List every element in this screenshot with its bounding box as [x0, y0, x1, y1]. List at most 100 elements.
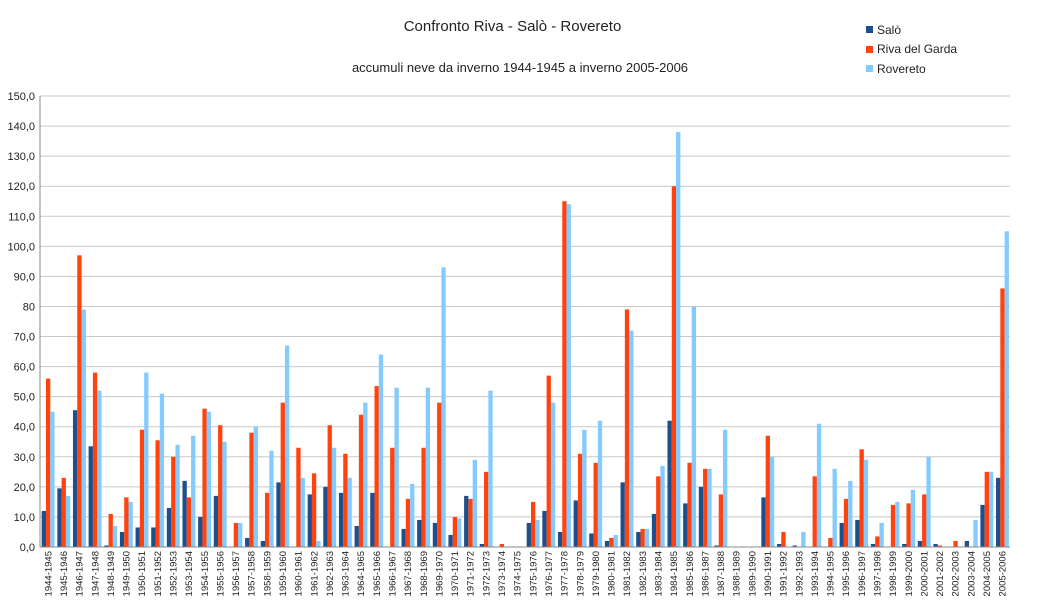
bar-riva: [186, 497, 192, 547]
legend-item-salo: Salò: [866, 20, 957, 40]
bar-salo: [714, 545, 719, 547]
x-tick-label: 1978-1979: [575, 551, 586, 596]
x-tick-label: 1997-1998: [873, 551, 884, 596]
bar-riva: [875, 536, 880, 547]
bar-riva: [484, 471, 489, 547]
x-tick-label: 1960-1961: [294, 551, 305, 596]
bar-salo: [980, 504, 985, 547]
bar-riva: [374, 386, 379, 547]
x-tick-label: 1968-1969: [419, 551, 430, 596]
bar-riva: [671, 186, 677, 547]
bar-salo: [636, 531, 641, 547]
bar-riva: [953, 540, 958, 547]
x-tick-label: 1984-1985: [669, 551, 680, 596]
x-tick-label: 1964-1965: [356, 551, 367, 596]
bar-riva: [562, 201, 567, 547]
x-tick-label: 1989-1990: [747, 551, 758, 596]
x-tick-label: 1982-1983: [638, 551, 649, 596]
x-tick-label: 1953-1954: [184, 551, 195, 596]
bar-salo: [72, 410, 78, 547]
x-tick-label: 1970-1971: [450, 551, 461, 596]
bar-salo: [88, 446, 93, 547]
bar-riva: [124, 497, 129, 547]
bar-rovereto: [973, 519, 978, 547]
bar-riva: [77, 255, 82, 547]
bar-rovereto: [394, 387, 399, 547]
y-tick-label: 60,0: [14, 362, 35, 374]
bar-salo: [683, 503, 688, 547]
x-tick-label: 2000-2001: [919, 551, 930, 596]
bar-salo: [589, 533, 594, 547]
bar-riva: [906, 503, 911, 547]
bar-riva: [609, 537, 614, 547]
bar-salo: [260, 540, 266, 547]
bar-salo: [776, 543, 782, 547]
bar-riva: [421, 447, 426, 547]
bar-riva: [249, 432, 254, 547]
bar-rovereto: [879, 522, 884, 547]
bar-rovereto: [300, 477, 305, 547]
bar-salo: [432, 522, 438, 547]
bar-rovereto: [222, 441, 227, 547]
x-tick-label: 1965-1966: [372, 551, 383, 596]
bar-riva: [640, 528, 645, 547]
y-tick-label: 90,0: [14, 271, 35, 283]
x-tick-label: 1985-1986: [685, 551, 696, 596]
bar-salo: [464, 495, 469, 547]
bar-rovereto: [347, 477, 352, 547]
bar-salo: [276, 482, 281, 547]
bar-salo: [792, 545, 797, 547]
x-tick-label: 1946-1947: [75, 551, 86, 596]
bar-riva: [233, 522, 239, 547]
bar-salo: [245, 537, 250, 547]
bar-riva: [593, 462, 598, 547]
x-tick-label: 1958-1959: [262, 551, 273, 596]
bar-riva: [1000, 288, 1005, 547]
bar-riva: [358, 414, 364, 547]
x-tick-label: 1993-1994: [810, 551, 821, 596]
x-tick-label: 1979-1980: [591, 551, 602, 596]
bar-rovereto: [832, 468, 837, 547]
bar-rovereto: [629, 330, 634, 547]
bar-rovereto: [441, 267, 446, 547]
legend-label-rovereto: Rovereto: [877, 61, 926, 76]
x-tick-label: 1949-1950: [122, 551, 133, 596]
bar-salo: [198, 516, 203, 547]
bar-riva: [937, 545, 943, 547]
x-tick-label: 2003-2004: [966, 551, 977, 596]
bar-riva: [265, 492, 270, 547]
x-tick-label: 2005-2006: [998, 551, 1009, 596]
bar-salo: [213, 495, 219, 547]
y-tick-label: 100,0: [7, 241, 35, 253]
x-tick-label: 1969-1970: [434, 551, 445, 596]
bar-rovereto: [644, 528, 650, 547]
x-tick-label: 1998-1999: [888, 551, 899, 596]
bar-salo: [151, 527, 156, 547]
x-tick-label: 1966-1967: [388, 551, 399, 596]
bar-riva: [390, 447, 395, 547]
bar-riva: [311, 473, 317, 547]
bar-rovereto: [863, 459, 869, 547]
bar-rovereto: [1004, 231, 1009, 548]
bar-riva: [577, 453, 583, 547]
legend-item-rovereto: Rovereto: [866, 59, 957, 79]
bar-salo: [542, 510, 547, 547]
bar-rovereto: [769, 456, 775, 547]
bar-riva: [343, 453, 348, 547]
bar-salo: [855, 519, 860, 547]
bar-rovereto: [723, 429, 728, 547]
bar-salo: [401, 528, 406, 547]
x-tick-label: 1944-1945: [43, 551, 54, 596]
y-tick-label: 80: [23, 301, 35, 313]
bar-salo: [870, 543, 876, 547]
x-tick-label: 1962-1963: [325, 551, 336, 596]
bar-rovereto: [535, 519, 540, 547]
bar-rovereto: [238, 522, 243, 547]
x-tick-label: 1954-1955: [200, 551, 211, 596]
bar-riva: [765, 435, 770, 547]
bar-salo: [557, 531, 563, 547]
x-tick-label: 1945-1946: [59, 551, 70, 596]
legend: Salò Riva del Garda Rovereto: [866, 20, 957, 79]
x-tick-label: 1948-1949: [106, 551, 117, 596]
y-tick-label: 10,0: [14, 512, 35, 524]
